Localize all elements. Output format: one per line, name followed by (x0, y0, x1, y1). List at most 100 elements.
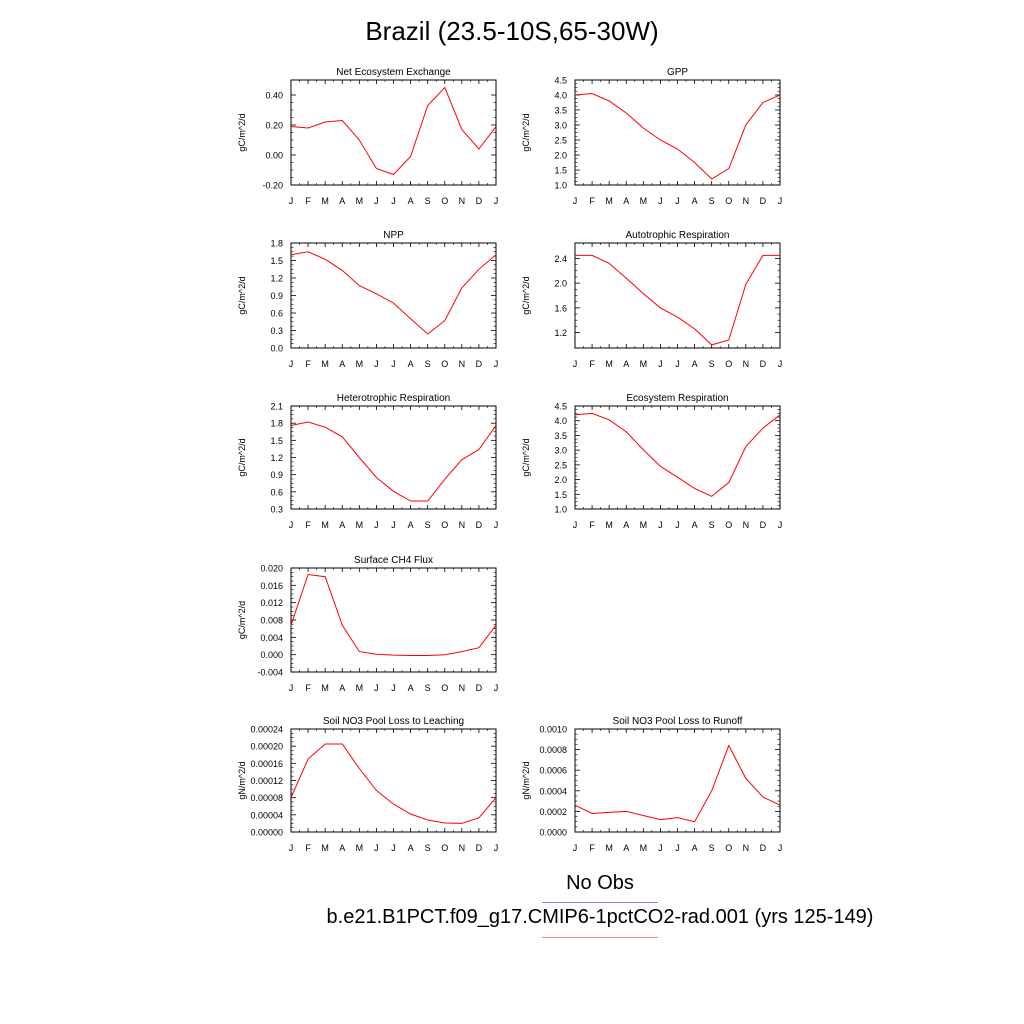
y-tick-label: 1.2 (554, 328, 567, 338)
x-tick-label: M (321, 520, 329, 530)
y-tick-label: -0.20 (262, 181, 283, 191)
y-tick-label: 0.6 (270, 309, 283, 319)
series-line (290, 86, 497, 176)
x-tick-label: J (675, 196, 680, 206)
x-tick-label: J (391, 683, 396, 693)
x-tick-label: J (391, 359, 396, 369)
x-tick-label: A (339, 520, 345, 530)
y-tick-label: 0.0010 (539, 725, 567, 735)
y-tick-label: 0.9 (270, 470, 283, 480)
x-tick-label: M (640, 520, 648, 530)
x-tick-label: N (743, 196, 750, 206)
y-tick-label: 1.5 (270, 436, 283, 446)
y-tick-label: 2.5 (554, 136, 567, 146)
x-tick-label: J (289, 196, 294, 206)
x-tick-label: A (692, 520, 698, 530)
x-tick-label: D (476, 196, 483, 206)
x-tick-label: A (623, 843, 629, 853)
x-tick-label: M (321, 683, 329, 693)
plot-frame (574, 405, 781, 510)
x-tick-label: J (494, 196, 499, 206)
x-tick-label: J (675, 520, 680, 530)
panel-title: Surface CH4 Flux (354, 555, 433, 566)
x-tick-label: J (675, 359, 680, 369)
series-line (574, 412, 781, 497)
series-line (574, 92, 781, 180)
x-tick-label: N (743, 359, 750, 369)
x-tick-label: M (605, 843, 613, 853)
y-tick-label: 2.0 (554, 475, 567, 485)
panel-title: NPP (383, 230, 404, 241)
x-tick-label: M (321, 843, 329, 853)
y-tick-label: 0.012 (260, 598, 283, 608)
y-tick-label: 4.0 (554, 91, 567, 101)
y-tick-label: 0.0 (270, 344, 283, 354)
x-tick-label: A (623, 359, 629, 369)
x-tick-label: D (760, 359, 767, 369)
y-tick-label: 0.0006 (539, 766, 567, 776)
x-tick-label: D (476, 359, 483, 369)
series-line (290, 573, 497, 656)
x-tick-label: N (459, 520, 466, 530)
x-tick-label: D (476, 520, 483, 530)
plot-frame (574, 728, 781, 833)
x-tick-label: M (605, 359, 613, 369)
legend-obs-line (542, 902, 658, 903)
y-tick-label: 0.0008 (539, 745, 567, 755)
x-tick-label: J (391, 843, 396, 853)
y-tick-label: 4.5 (554, 402, 567, 412)
x-tick-label: A (692, 196, 698, 206)
y-tick-label: 4.5 (554, 76, 567, 86)
x-tick-label: D (760, 843, 767, 853)
y-tick-label: 0.00 (265, 151, 283, 161)
x-tick-label: M (356, 683, 364, 693)
x-tick-label: F (305, 843, 311, 853)
y-tick-label: 2.5 (554, 460, 567, 470)
x-tick-label: A (623, 196, 629, 206)
y-axis-label: gC/m^2/d (521, 438, 531, 476)
y-axis-label: gC/m^2/d (521, 113, 531, 151)
y-axis-label: gC/m^2/d (237, 601, 247, 639)
x-tick-label: J (658, 843, 663, 853)
x-tick-label: A (408, 359, 414, 369)
x-tick-label: O (441, 196, 448, 206)
y-tick-label: 1.2 (270, 453, 283, 463)
x-tick-label: N (459, 843, 466, 853)
y-tick-label: 0.000 (260, 650, 283, 660)
legend-obs-label: No Obs (566, 872, 634, 894)
x-tick-label: S (425, 520, 431, 530)
x-tick-label: A (339, 196, 345, 206)
y-tick-label: 1.2 (270, 274, 283, 284)
x-tick-label: O (441, 520, 448, 530)
y-tick-label: 2.4 (554, 254, 567, 264)
y-tick-label: 1.5 (554, 490, 567, 500)
x-tick-label: J (374, 683, 379, 693)
x-tick-label: J (494, 843, 499, 853)
x-tick-label: J (494, 683, 499, 693)
y-tick-label: 2.1 (270, 402, 283, 412)
x-tick-label: M (605, 520, 613, 530)
y-tick-label: 0.40 (265, 91, 283, 101)
x-tick-label: J (289, 520, 294, 530)
x-tick-label: M (640, 196, 648, 206)
x-tick-label: J (289, 683, 294, 693)
y-axis-label: gC/m^2/d (237, 438, 247, 476)
x-tick-label: S (425, 196, 431, 206)
y-tick-label: 0.20 (265, 121, 283, 131)
x-tick-label: O (441, 683, 448, 693)
y-axis-label: gN/m^2/d (521, 761, 531, 799)
x-tick-label: A (339, 359, 345, 369)
x-tick-label: D (476, 843, 483, 853)
plot-frame (574, 242, 781, 349)
x-tick-label: S (425, 683, 431, 693)
x-tick-label: F (305, 520, 311, 530)
y-tick-label: 1.5 (554, 166, 567, 176)
x-tick-label: M (356, 843, 364, 853)
y-tick-label: 0.0004 (539, 786, 567, 796)
panel-title: Autotrophic Respiration (626, 230, 730, 241)
panel-title: Net Ecosystem Exchange (336, 67, 451, 78)
y-axis-label: gC/m^2/d (237, 276, 247, 314)
